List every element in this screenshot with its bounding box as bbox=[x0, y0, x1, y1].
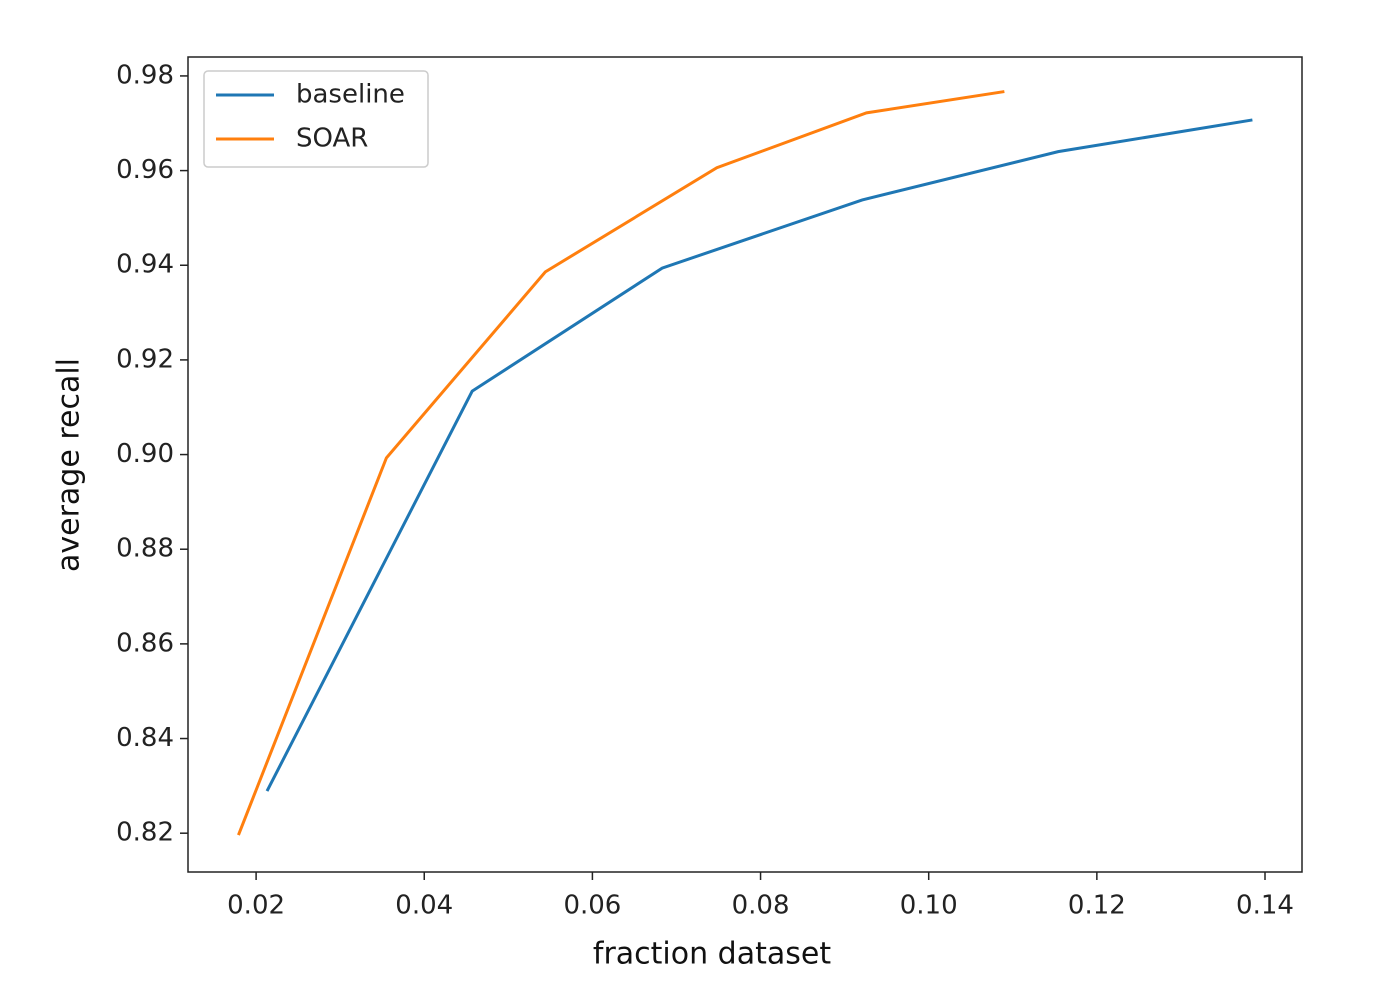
y-tick-label: 0.94 bbox=[116, 250, 174, 280]
y-tick-label: 0.86 bbox=[116, 628, 174, 658]
x-tick-label: 0.10 bbox=[900, 891, 958, 921]
line-series bbox=[265, 118, 1253, 792]
legend-label: SOAR bbox=[296, 124, 368, 154]
x-tick-label: 0.06 bbox=[563, 891, 621, 921]
y-axis-label: average recall bbox=[52, 358, 87, 572]
x-tick-label: 0.08 bbox=[732, 891, 790, 921]
y-tick-label: 0.98 bbox=[116, 60, 174, 90]
x-axis-label: fraction dataset bbox=[593, 937, 831, 972]
y-tick-label: 0.88 bbox=[116, 534, 174, 564]
x-tick-label: 0.02 bbox=[227, 891, 285, 921]
x-tick-label: 0.12 bbox=[1068, 891, 1126, 921]
y-tick-label: 0.92 bbox=[116, 344, 174, 374]
line-series bbox=[237, 90, 1005, 836]
y-tick-label: 0.90 bbox=[116, 439, 174, 469]
x-tick-label: 0.14 bbox=[1236, 891, 1294, 921]
x-tick-label: 0.04 bbox=[395, 891, 453, 921]
y-tick-label: 0.82 bbox=[116, 818, 174, 848]
plot-frame bbox=[187, 56, 1303, 873]
legend-label: baseline bbox=[296, 80, 405, 110]
y-tick-label: 0.84 bbox=[116, 723, 174, 753]
y-tick-label: 0.96 bbox=[116, 155, 174, 185]
